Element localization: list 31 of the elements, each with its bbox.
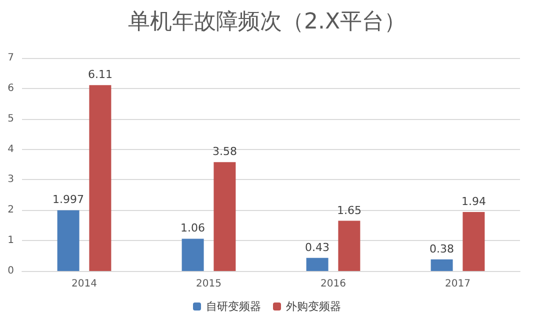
x-tick-label: 2014 (72, 278, 97, 290)
bar (338, 220, 360, 271)
data-label: 1.997 (52, 193, 84, 206)
data-label: 3.58 (212, 145, 237, 158)
x-tick-label: 2015 (196, 278, 222, 290)
y-tick-label: 0 (8, 266, 14, 276)
y-tick-label: 3 (8, 174, 14, 186)
bar (462, 212, 485, 271)
y-tick-label: 2 (8, 204, 14, 216)
bar (182, 238, 204, 271)
bar (430, 259, 453, 271)
data-label: 1.94 (461, 194, 486, 208)
chart-title: 单机年故障频次（2.X平台） (128, 10, 406, 34)
bar (306, 258, 328, 271)
y-tick-label: 1 (8, 235, 14, 246)
x-tick-label: 2017 (445, 278, 470, 290)
legend-label: 自研变频器 (206, 300, 261, 313)
legend-label: 外购变频器 (286, 300, 341, 313)
data-label: 0.43 (305, 240, 330, 254)
y-tick-label: 5 (8, 113, 14, 124)
y-tick-label: 6 (8, 82, 14, 94)
bar (89, 85, 112, 271)
data-label: 6.11 (88, 68, 112, 82)
bar (57, 210, 80, 271)
bar (214, 162, 236, 271)
y-tick-label: 4 (8, 144, 14, 155)
data-label: 1.65 (336, 204, 362, 217)
data-label: 0.38 (430, 242, 454, 256)
y-tick-label: 7 (8, 52, 14, 64)
x-tick-label: 2016 (320, 278, 346, 290)
data-label: 1.06 (180, 222, 206, 235)
